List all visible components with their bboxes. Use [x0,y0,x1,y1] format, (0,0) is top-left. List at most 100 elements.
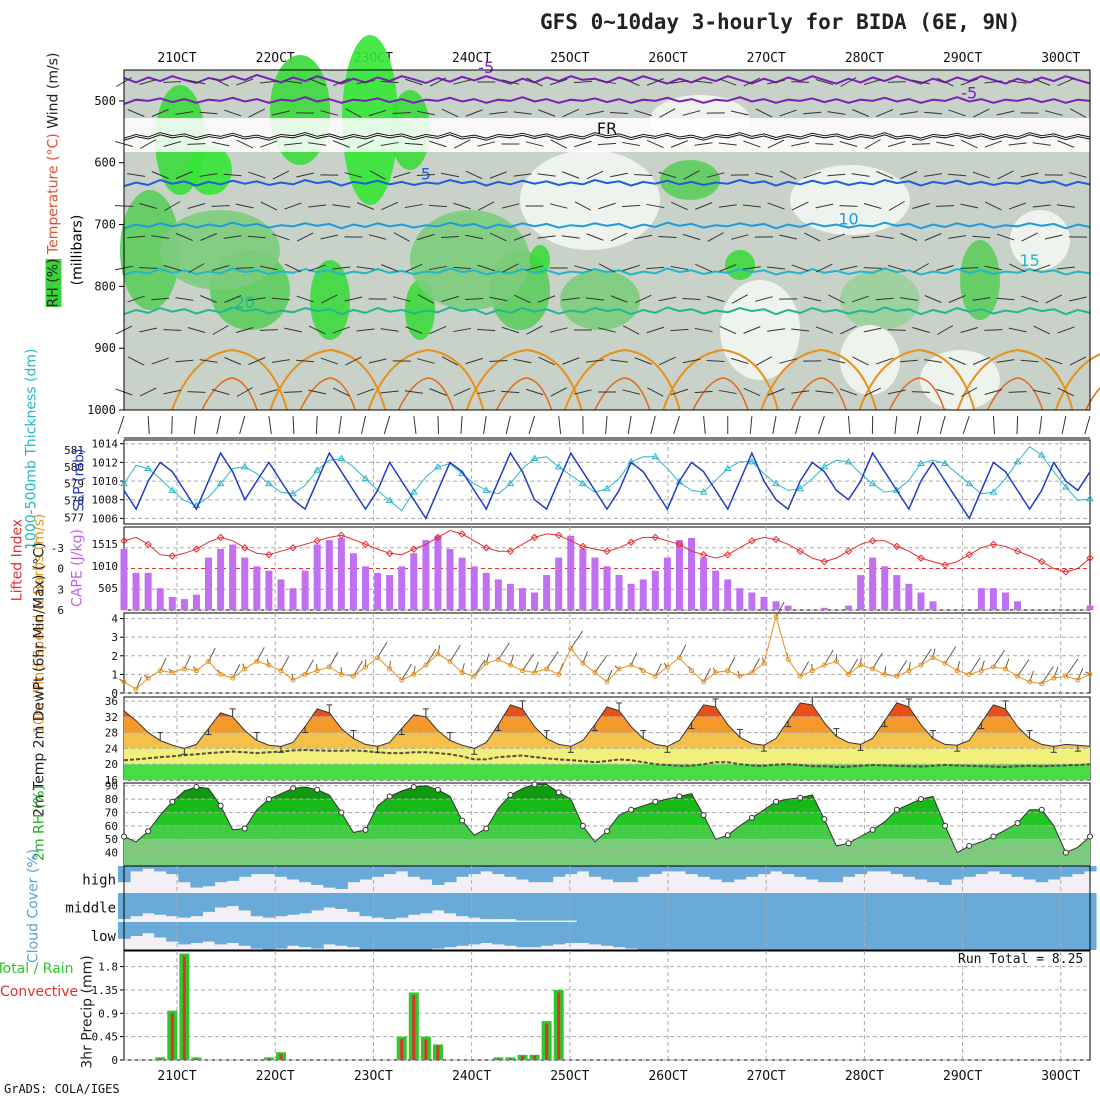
wind-barb [393,232,410,242]
wind-barb [139,79,157,85]
wind-barb [392,296,411,302]
wind-barb [1033,264,1051,272]
wind-barb [537,173,556,177]
cloud-cell [637,866,650,877]
wind-speed-point [447,658,453,664]
cloud-cell [504,866,517,877]
x-tick-label-top: 28OCT [845,51,884,66]
temp-contour-label: 10 [838,210,858,229]
y-tick-label-thickness: 580 [64,461,84,474]
cloud-cell [661,893,674,922]
wind-barb [513,173,532,177]
cloud-cell [431,893,445,911]
cloud-cell [673,866,686,872]
temp-contour-warm [495,377,553,411]
lifted-index-line [123,529,1091,573]
cape-bar [217,548,225,610]
cape-bar [748,592,756,610]
wind-barb [767,79,785,85]
wind-barb [441,356,459,366]
wind-barb [839,205,858,207]
rh-point [1014,820,1021,827]
wind-barb [1057,77,1075,87]
wind-barb [380,328,399,332]
lifted-index-point [554,531,563,540]
y-tick-label: 1.8 [98,961,118,974]
wind-barb [730,110,749,116]
cloud-cell [588,922,602,945]
cloud-cell [371,922,385,950]
cloud-cell [588,893,602,922]
cloud-cell [625,866,638,883]
y-tick-label: 4 [111,613,118,626]
wind-barb [658,171,677,179]
cloud-cell [528,922,542,948]
cloud-cell [794,893,807,922]
wind-barb [1009,263,1026,273]
wind-barb [647,387,664,397]
wind-barb [199,111,218,115]
wind-barb [550,387,567,397]
cloud-cell [359,893,373,917]
wind-barb [924,173,942,177]
wind-barb [960,139,978,149]
rh-fill-area [120,190,180,310]
wind-barb-10m [266,659,270,666]
temp-contour-warm [269,348,387,411]
wind-barb [996,233,1015,241]
wind-barb-10m [143,674,149,679]
wind-barb [478,201,495,211]
wind-barb [1044,110,1063,116]
wind-speed-point [278,668,284,674]
wind-barb-10m [594,654,608,673]
wind-speed-point [435,651,441,657]
wind-barb-10m [473,659,486,677]
lifted-index-point [168,552,177,560]
wind-barb [803,171,821,179]
temp-contour-warm [1085,386,1100,411]
y-tick-label-li: 3 [57,583,64,596]
wind-barb-surface [1038,415,1043,435]
cloud-cell [456,866,469,877]
cloud-cell [709,922,723,950]
wind-barb [646,139,664,149]
cloud-cell [770,893,783,922]
cloud-cell [890,922,904,950]
cape-bar [615,575,623,610]
temp-contour-warm [986,377,1044,411]
cloud-cell [842,893,856,922]
cape-bar [386,575,394,610]
cloud-cell [202,922,216,942]
x-tick-label-bottom: 22OCT [256,1069,295,1084]
cloud-cell [371,893,385,918]
wind-barb [706,360,725,362]
wind-barb [453,266,472,270]
cloud-cell [250,922,264,949]
rh-point [531,781,538,788]
cloud-cell [250,893,264,917]
precip-bar-convective [557,992,561,1060]
wind-barb [912,263,929,273]
cloud-cell [166,893,179,917]
wind-barb [948,295,966,303]
rh-point [604,828,610,835]
wind-barb [622,204,641,208]
cloud-cell [757,922,771,950]
wind-barb [199,173,218,177]
temp-contour-warm [692,377,749,411]
wind-barb [175,297,194,301]
wind-barb [284,263,302,273]
y-tick-label: 1010 [92,475,119,488]
wind-barb-surface [239,415,246,435]
wind-speed-point [725,668,731,674]
temp-contour-warm [760,348,878,411]
wind-barb-10m [775,602,785,617]
wind-barb [573,80,592,84]
wind-speed-point [121,679,127,685]
lifted-index-point [627,538,635,546]
thickness-point [313,466,322,473]
wind-barb [1008,391,1027,393]
cloud-cell [951,866,964,880]
wind-barb [441,295,459,303]
wind-barb [682,110,701,116]
